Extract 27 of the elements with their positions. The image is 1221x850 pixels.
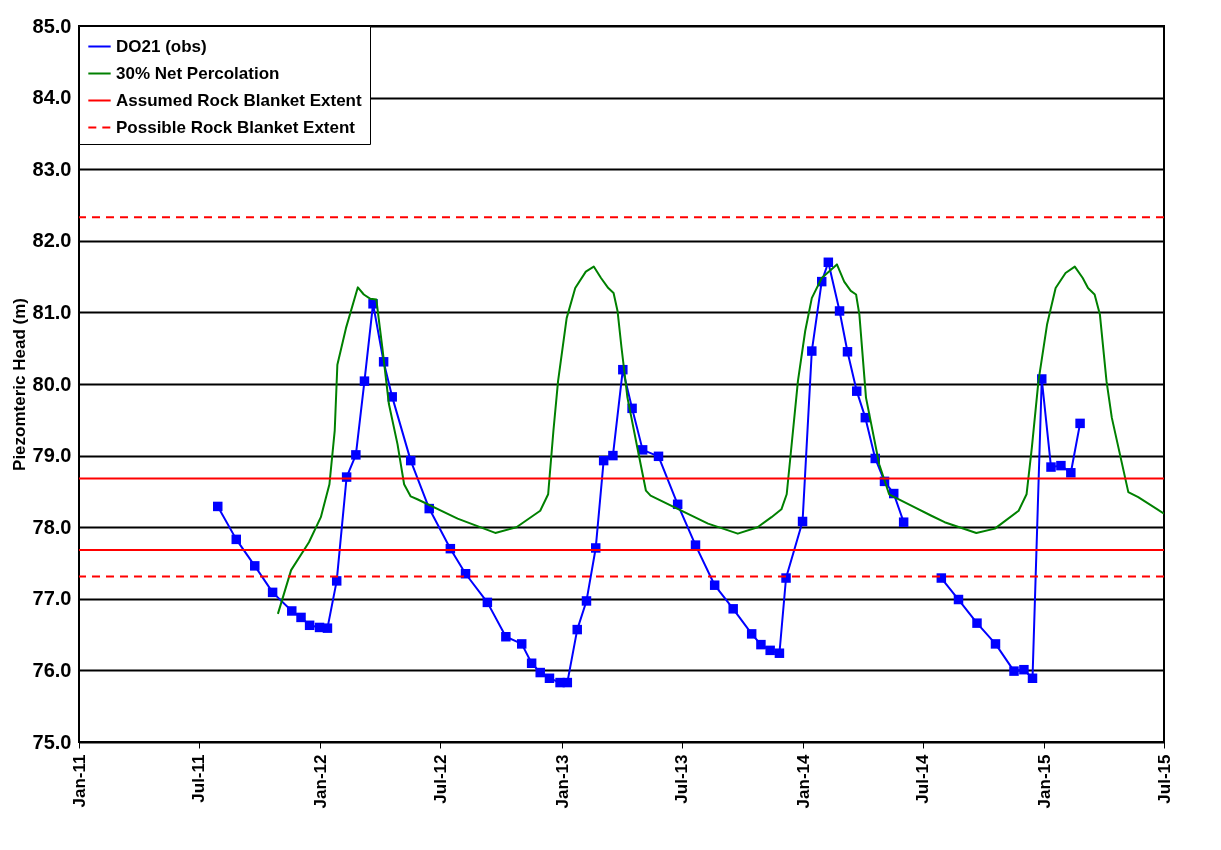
x-tick-label: Jul-14 [913, 753, 933, 804]
y-tick-label: 75.0 [32, 730, 72, 753]
x-tick-label: Jan-14 [793, 753, 813, 809]
x-tick-label: Jan-11 [69, 754, 89, 808]
y-tick-label: 84.0 [32, 86, 72, 109]
x-tick-label: Jan-13 [552, 754, 572, 809]
y-tick-label: 85.0 [32, 14, 72, 37]
legend-label: Possible Rock Blanket Extent [116, 117, 356, 137]
legend-label: Assumed Rock Blanket Extent [116, 90, 362, 110]
x-tick-label: Jan-15 [1034, 754, 1054, 809]
y-tick-label: 82.0 [32, 229, 72, 252]
y-tick-label: 80.0 [32, 372, 72, 395]
x-tick-label: Jan-12 [310, 754, 330, 809]
y-tick-label: 78.0 [32, 515, 72, 538]
x-tick-label: Jul-11 [189, 754, 209, 803]
y-tick-label: 77.0 [32, 587, 72, 610]
x-tick-label: Jul-12 [430, 754, 450, 804]
legend-label: DO21 (obs) [116, 36, 207, 56]
x-tick-label: Jul-13 [672, 754, 692, 804]
y-tick-label: 76.0 [32, 658, 72, 681]
x-tick-label: Jul-15 [1154, 754, 1174, 804]
y-tick-label: 79.0 [32, 444, 72, 467]
y-axis-title: Piezomteric Head (m) [9, 298, 29, 471]
y-tick-label: 81.0 [32, 300, 72, 323]
legend-label: 30% Net Percolation [116, 63, 280, 83]
line-series [276, 263, 1164, 615]
y-tick-label: 83.0 [32, 157, 72, 180]
